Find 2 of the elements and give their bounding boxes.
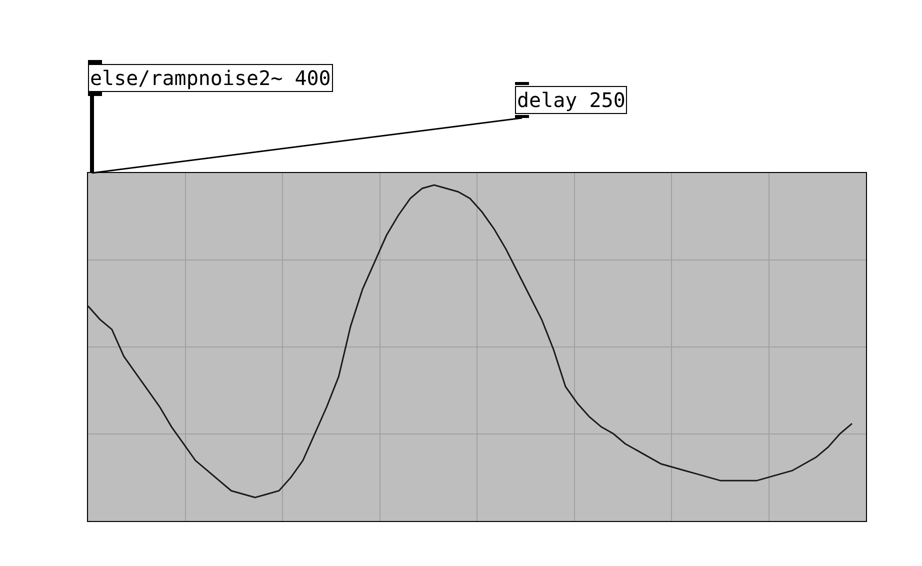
text: delay 250 [517, 88, 626, 112]
text: else/rampnoise2~ 400 [90, 66, 331, 90]
